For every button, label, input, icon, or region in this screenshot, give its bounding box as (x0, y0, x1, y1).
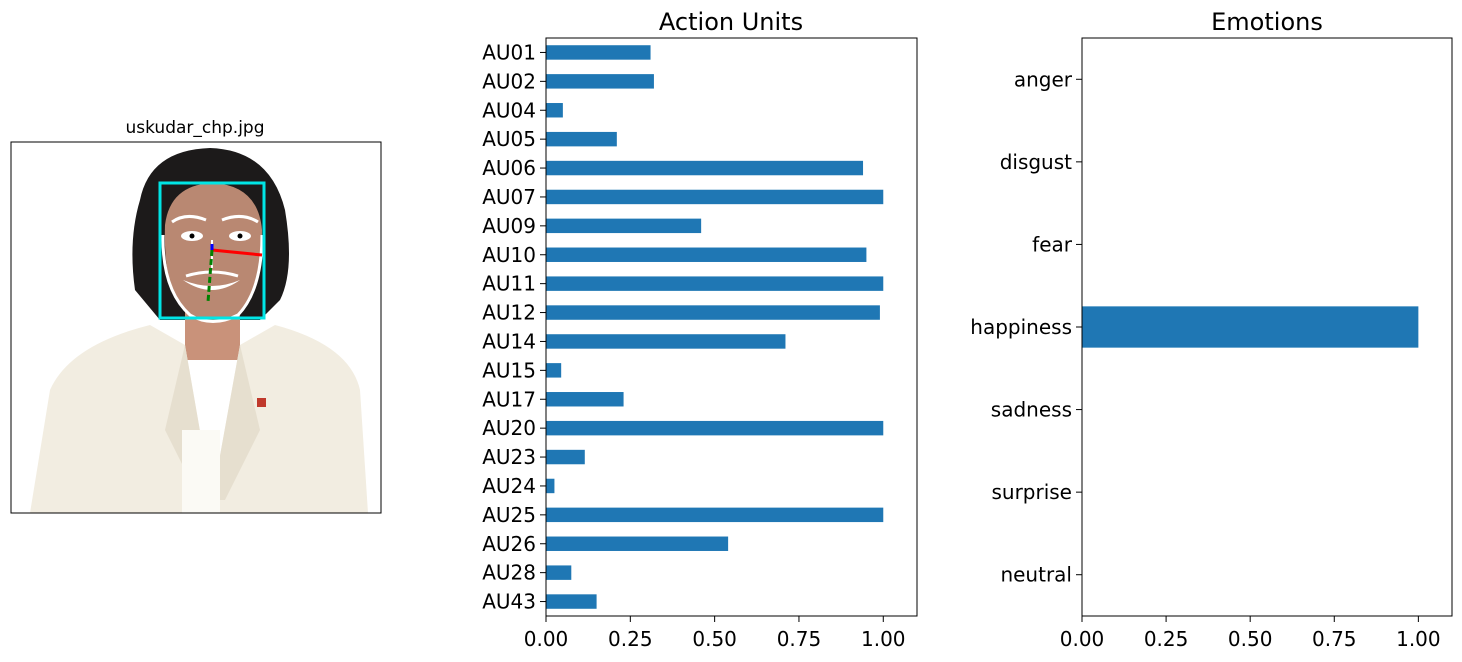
au-ytick-label: AU23 (482, 445, 536, 469)
action-units-chart: Action Units AU01AU02AU04AU05AU06AU07AU0… (482, 8, 918, 651)
emotion-ytick-label: sadness (991, 398, 1072, 422)
au-ytick-label: AU10 (482, 243, 536, 267)
au-ytick-label: AU25 (482, 503, 536, 527)
au-bar-au09 (546, 218, 702, 234)
au-ytick-label: AU12 (482, 301, 536, 325)
au-ytick-label: AU26 (482, 532, 536, 556)
au-xtick-label: 0.50 (692, 627, 737, 651)
emotion-bar-happiness (1082, 306, 1419, 348)
au-x-axis: 0.00 0.25 0.50 0.75 1.00 (524, 616, 906, 651)
au-bar-au05 (546, 131, 617, 147)
au-bar-au23 (546, 449, 585, 465)
emotion-ytick-label: neutral (1000, 563, 1072, 587)
au-ytick-label: AU15 (482, 358, 536, 382)
emotion-ytick-label: anger (1014, 67, 1073, 91)
au-bar-au26 (546, 536, 729, 551)
emotion-ytick-label: fear (1032, 232, 1073, 256)
au-ytick-label: AU05 (482, 127, 536, 151)
au-bar-au43 (546, 594, 597, 609)
image-panel: uskudar_chp.jpg (10, 118, 382, 514)
au-chart-title: Action Units (659, 8, 803, 36)
emotion-xtick-label: 0.75 (1312, 627, 1357, 651)
emotion-bars (1082, 306, 1419, 348)
au-bar-au12 (546, 305, 880, 320)
au-ytick-label: AU43 (482, 590, 536, 614)
au-y-axis: AU01 AU02 AU04 AU05 AU06 AU07 AU09 AU10 AU11 AU12… (482, 40, 546, 614)
au-ytick-label: AU07 (482, 185, 536, 209)
emotion-xtick-label: 0.50 (1228, 627, 1273, 651)
emotion-xtick-label: 1.00 (1396, 627, 1441, 651)
emotions-y-axis: anger disgust fear happiness sadness surprise… (970, 67, 1082, 587)
au-bar-au11 (546, 276, 884, 291)
emotions-x-axis: 0.00 0.25 0.50 0.75 1.00 (1060, 616, 1441, 651)
au-xtick-label: 1.00 (861, 627, 906, 651)
au-bar-au20 (546, 420, 884, 436)
au-ytick-label: AU06 (482, 156, 536, 180)
emotion-ytick-label: happiness (970, 315, 1072, 339)
au-plot-frame (545, 37, 918, 617)
au-xtick-label: 0.00 (524, 627, 569, 651)
emotions-plot-frame (1081, 37, 1453, 617)
au-ytick-label: AU28 (482, 561, 536, 585)
au-bar-au06 (546, 160, 864, 176)
emotions-chart: Emotions anger disgust fear happiness sadnes… (970, 8, 1453, 651)
au-bar-au24 (546, 478, 555, 494)
au-bar-au28 (546, 565, 572, 580)
au-ytick-label: AU01 (482, 40, 536, 64)
emotion-ytick-label: disgust (1000, 150, 1072, 174)
emotions-chart-title: Emotions (1211, 8, 1323, 36)
face-photo (11, 142, 381, 513)
au-ytick-label: AU24 (482, 474, 536, 498)
au-xtick-label: 0.25 (608, 627, 653, 651)
au-ytick-label: AU20 (482, 416, 536, 440)
au-bar-au01 (546, 45, 651, 60)
au-bar-au25 (546, 507, 884, 523)
emotion-xtick-label: 0.00 (1060, 627, 1105, 651)
au-ytick-label: AU11 (482, 272, 536, 296)
au-bar-au02 (546, 74, 654, 89)
au-bar-au10 (546, 247, 867, 262)
au-ytick-label: AU17 (482, 387, 536, 411)
au-bar-au15 (546, 363, 562, 378)
au-ytick-label: AU14 (482, 329, 536, 353)
emotion-ytick-label: surprise (991, 480, 1072, 504)
au-bar-au04 (546, 103, 563, 118)
au-ytick-label: AU04 (482, 98, 536, 122)
au-ytick-label: AU02 (482, 69, 536, 93)
au-bars (546, 45, 884, 609)
emotion-xtick-label: 0.25 (1144, 627, 1189, 651)
au-bar-au17 (546, 392, 624, 407)
au-ytick-label: AU09 (482, 214, 536, 238)
au-xtick-label: 0.75 (777, 627, 822, 651)
image-title: uskudar_chp.jpg (125, 118, 264, 138)
image-frame (10, 141, 382, 514)
au-bar-au07 (546, 189, 884, 205)
au-bar-au14 (546, 334, 786, 349)
